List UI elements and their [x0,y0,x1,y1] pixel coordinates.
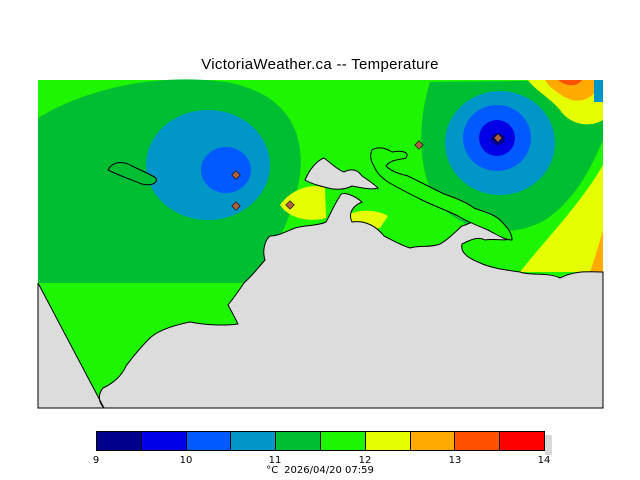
station-marker [414,140,424,150]
contour-mid-12-a [280,185,326,220]
island-west [107,162,157,186]
legend-timestamp: 2026/04/20 07:59 [284,465,374,476]
station-marker [285,200,295,210]
legend-color-cell [365,432,411,450]
contour-se-12 [520,165,603,272]
color-legend [96,431,545,451]
legend-shadow [545,435,552,455]
legend-tick: 13 [448,455,462,466]
station-marker [231,170,241,180]
legend-color-cell [141,432,187,450]
legend-caption: °C 2026/04/20 07:59 [0,465,640,476]
legend-tick: 11 [268,455,282,466]
land-mass [37,193,604,409]
map-title: VictoriaWeather.ca -- Temperature [201,56,439,73]
station-marker [493,133,503,143]
legend-tick: 12 [358,455,372,466]
legend-color-cell [410,432,456,450]
legend-color-cell [320,432,366,450]
legend-tick: 14 [537,455,551,466]
legend-color-cell [186,432,232,450]
legend-color-cell [455,432,501,450]
contour-ne-12-5 [545,80,600,101]
legend-tick: 10 [179,455,193,466]
island-chain [370,147,513,241]
contour-ne-edge [594,80,603,102]
contour-west-10 [201,147,251,193]
station-marker [231,201,241,211]
contour-ne-13 [558,80,582,86]
legend-units: °C [266,465,279,476]
station-markers [231,133,503,211]
legend-color-cell [231,432,277,450]
legend-color-cell [97,432,142,450]
legend-color-cell [500,432,544,450]
legend-tick: 9 [92,455,100,466]
peninsula-north [304,157,379,190]
contour-se-12-5 [590,230,603,272]
legend-color-cell [276,432,321,450]
